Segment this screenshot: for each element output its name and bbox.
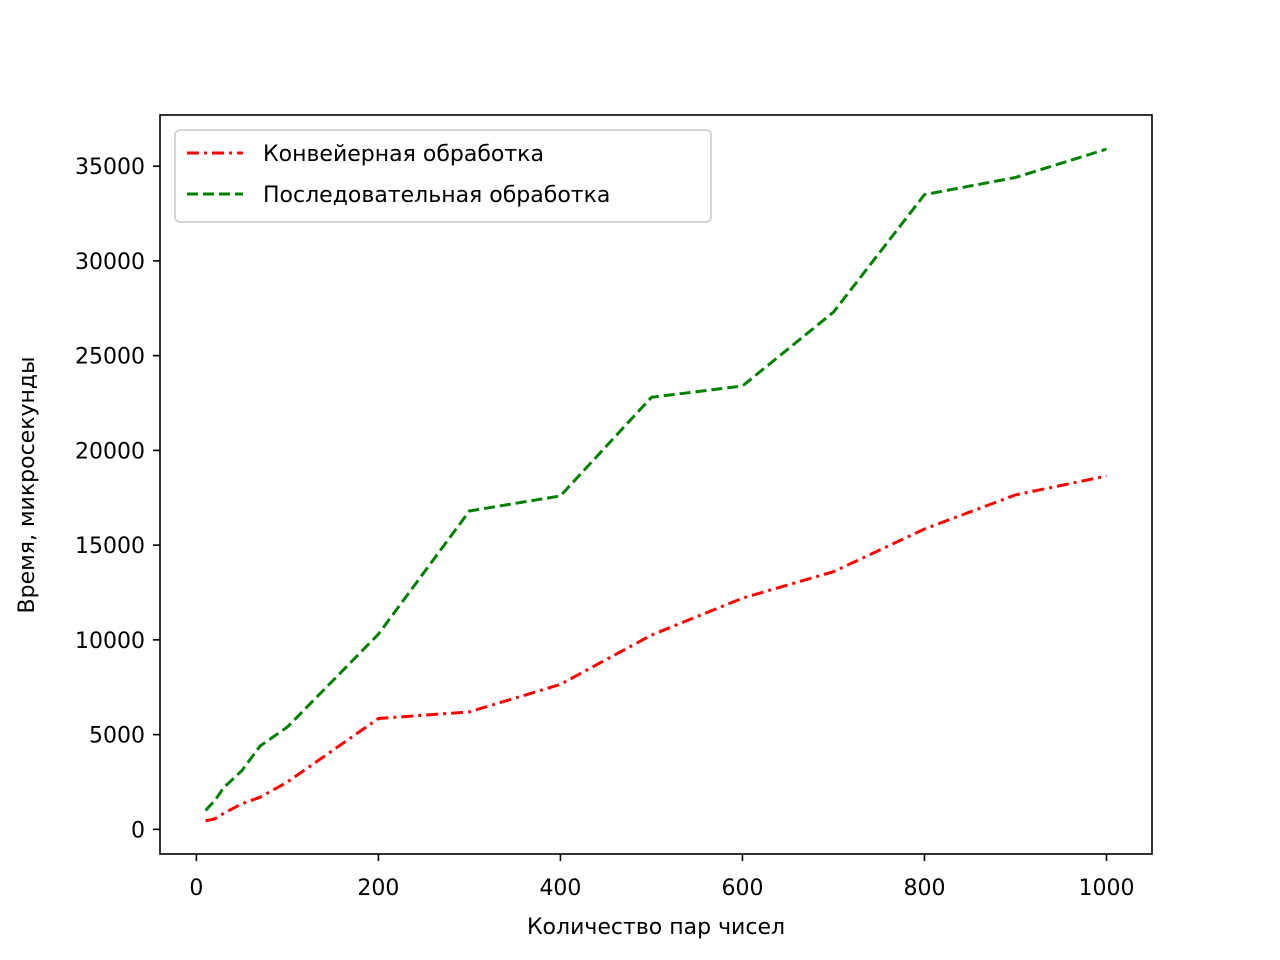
x-tick-label: 400 xyxy=(539,876,581,901)
series-layer xyxy=(204,147,1107,823)
x-tick-label: 600 xyxy=(721,876,763,901)
x-tick-label: 200 xyxy=(357,876,399,901)
x-axis-label: Количество пар чисел xyxy=(527,915,785,940)
y-axis-label: Время, микросекунды xyxy=(15,357,40,614)
y-tick-label: 5000 xyxy=(89,724,145,749)
plot-area-frame xyxy=(159,114,1153,855)
legend: Конвейерная обработка Последовательная об… xyxy=(174,129,712,223)
x-axis-ticks: 0 200 400 600 800 1000 xyxy=(189,854,1134,901)
y-tick-label: 20000 xyxy=(75,439,145,464)
y-tick-label: 30000 xyxy=(75,250,145,275)
y-axis-ticks: 0 5000 10000 15000 20000 25000 30000 35000 xyxy=(75,155,160,843)
series-line-2 xyxy=(204,147,1107,812)
x-tick-label: 800 xyxy=(903,876,945,901)
y-tick-label: 35000 xyxy=(75,155,145,180)
series-line-1 xyxy=(205,474,1107,823)
y-tick-label: 25000 xyxy=(75,345,145,370)
legend-label-2: Последовательная обработка xyxy=(263,183,610,208)
legend-label-1: Конвейерная обработка xyxy=(263,142,544,167)
y-tick-label: 10000 xyxy=(75,629,145,654)
y-tick-label: 0 xyxy=(131,818,145,843)
x-tick-label: 0 xyxy=(189,876,203,901)
x-tick-label: 1000 xyxy=(1078,876,1134,901)
legend-box xyxy=(174,129,712,223)
y-tick-label: 15000 xyxy=(75,534,145,559)
